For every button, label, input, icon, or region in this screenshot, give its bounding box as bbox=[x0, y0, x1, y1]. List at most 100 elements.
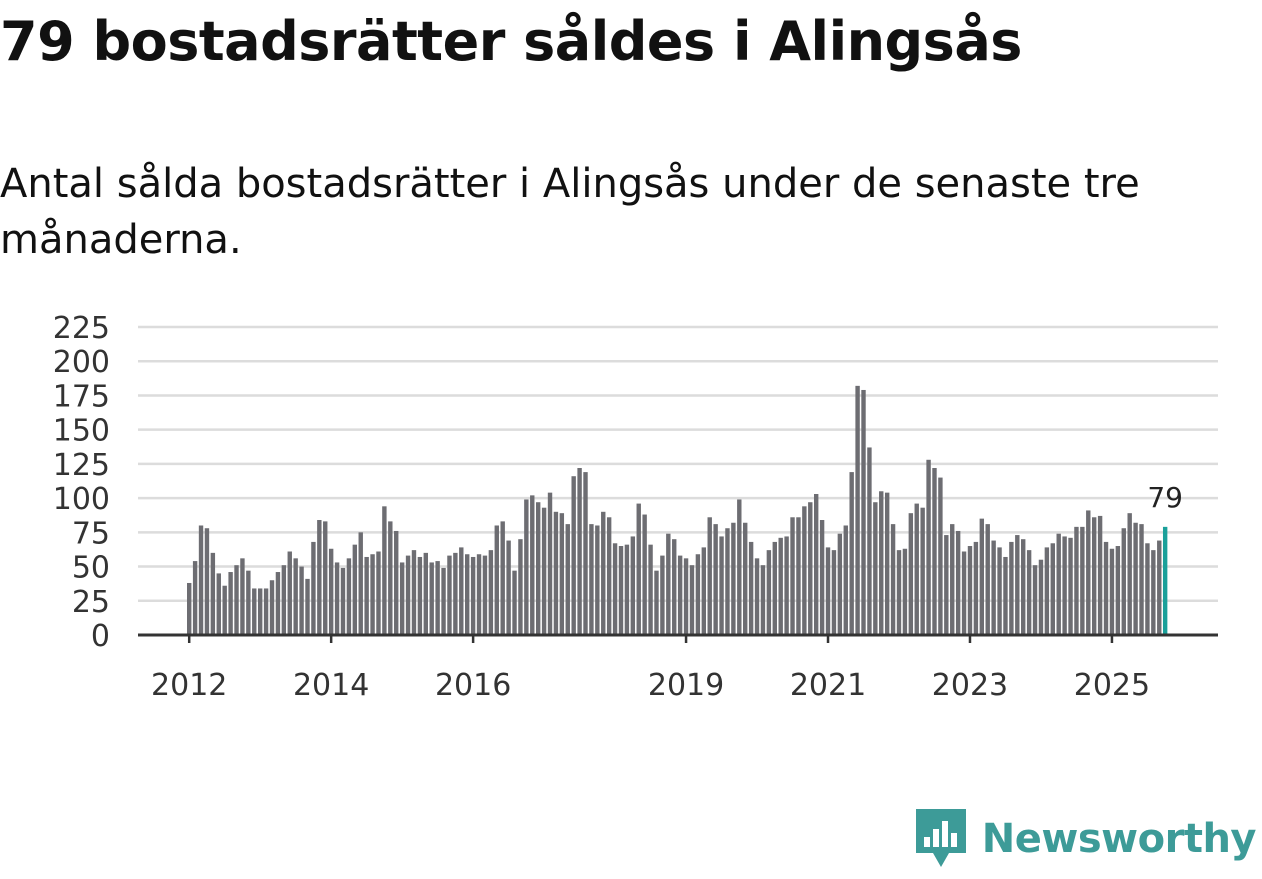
chart-subtitle: Antal sålda bostadsrätter i Alingsås und… bbox=[0, 161, 1140, 263]
bar bbox=[1044, 547, 1050, 635]
bar bbox=[772, 541, 777, 635]
bar bbox=[577, 468, 582, 635]
bar bbox=[216, 573, 221, 635]
bar bbox=[506, 540, 511, 635]
bar bbox=[808, 502, 813, 635]
bar bbox=[1133, 522, 1138, 635]
bar bbox=[541, 507, 547, 635]
bar bbox=[672, 539, 677, 635]
bar bbox=[198, 525, 204, 635]
y-tick-label: 150 bbox=[53, 414, 110, 449]
bar bbox=[346, 558, 352, 635]
bar bbox=[1056, 533, 1061, 635]
bar bbox=[932, 468, 937, 635]
bar bbox=[512, 570, 517, 635]
bar bbox=[1097, 515, 1103, 635]
bar bbox=[352, 544, 358, 635]
bar bbox=[731, 522, 736, 635]
bar bbox=[465, 554, 470, 635]
bar bbox=[666, 533, 671, 635]
bar bbox=[813, 494, 819, 635]
bar bbox=[240, 558, 245, 635]
bar bbox=[323, 521, 328, 635]
bar bbox=[222, 585, 227, 635]
bar bbox=[601, 511, 606, 635]
bar bbox=[908, 513, 914, 635]
bar bbox=[938, 477, 943, 635]
bar bbox=[790, 517, 795, 635]
bar bbox=[246, 570, 251, 635]
y-tick-label: 25 bbox=[72, 585, 110, 620]
y-tick-label: 125 bbox=[53, 448, 110, 483]
bar bbox=[831, 550, 837, 635]
bar bbox=[873, 502, 878, 635]
bar bbox=[263, 588, 269, 635]
bar bbox=[648, 544, 653, 635]
bar bbox=[370, 554, 375, 635]
bar bbox=[518, 539, 523, 635]
bar bbox=[299, 566, 304, 635]
bar bbox=[837, 533, 843, 635]
bar bbox=[677, 555, 683, 635]
x-tick-label: 2016 bbox=[435, 668, 511, 703]
x-tick-label: 2021 bbox=[790, 668, 866, 703]
page-title: 79 bostadsrätter såldes i Alingsås bbox=[0, 10, 1022, 73]
bar bbox=[867, 447, 872, 635]
bar bbox=[358, 532, 363, 635]
bar bbox=[630, 536, 636, 635]
y-tick-label: 0 bbox=[91, 619, 110, 654]
logo-text: Newsworthy bbox=[981, 816, 1257, 862]
bar bbox=[1080, 526, 1085, 635]
bar bbox=[660, 555, 665, 635]
bar bbox=[210, 552, 216, 635]
bar bbox=[748, 541, 754, 635]
x-tick-label: 2023 bbox=[932, 668, 1008, 703]
bar bbox=[1091, 517, 1097, 635]
y-tick-label: 225 bbox=[53, 311, 110, 346]
bar bbox=[553, 511, 559, 635]
bar bbox=[849, 472, 854, 635]
bar bbox=[293, 558, 298, 635]
bar bbox=[269, 580, 275, 635]
bar bbox=[944, 535, 949, 635]
bar bbox=[382, 506, 387, 635]
bar bbox=[884, 492, 890, 635]
bar bbox=[524, 499, 529, 635]
bars bbox=[187, 385, 1168, 635]
bar bbox=[459, 547, 464, 635]
bar bbox=[470, 556, 476, 635]
bar bbox=[1103, 541, 1109, 635]
bar bbox=[287, 551, 292, 635]
bar bbox=[252, 588, 257, 635]
bar bbox=[192, 561, 198, 635]
bar bbox=[784, 536, 789, 635]
bar bbox=[902, 548, 908, 635]
bar bbox=[1068, 537, 1073, 635]
bar bbox=[317, 520, 322, 635]
bar bbox=[819, 520, 825, 635]
bar bbox=[1145, 543, 1150, 635]
bar bbox=[482, 555, 488, 635]
bar bbox=[1157, 540, 1162, 635]
bar bbox=[683, 558, 689, 635]
y-tick-label: 50 bbox=[72, 551, 110, 586]
bar bbox=[642, 514, 647, 635]
bar bbox=[494, 525, 499, 635]
bar bbox=[364, 556, 369, 635]
bar bbox=[476, 554, 482, 635]
bar bbox=[488, 550, 494, 635]
bar bbox=[305, 578, 310, 635]
annotations: 79 bbox=[1147, 481, 1183, 514]
bar bbox=[719, 536, 724, 635]
bar bbox=[1032, 565, 1038, 635]
bar bbox=[985, 524, 990, 635]
bar bbox=[612, 543, 618, 635]
bar bbox=[441, 567, 446, 635]
bar bbox=[547, 492, 553, 635]
bar bbox=[453, 552, 458, 635]
bar bbox=[423, 552, 428, 635]
bar bbox=[1121, 528, 1126, 635]
bar bbox=[689, 565, 695, 635]
bar bbox=[743, 522, 748, 635]
bar bbox=[979, 518, 985, 635]
